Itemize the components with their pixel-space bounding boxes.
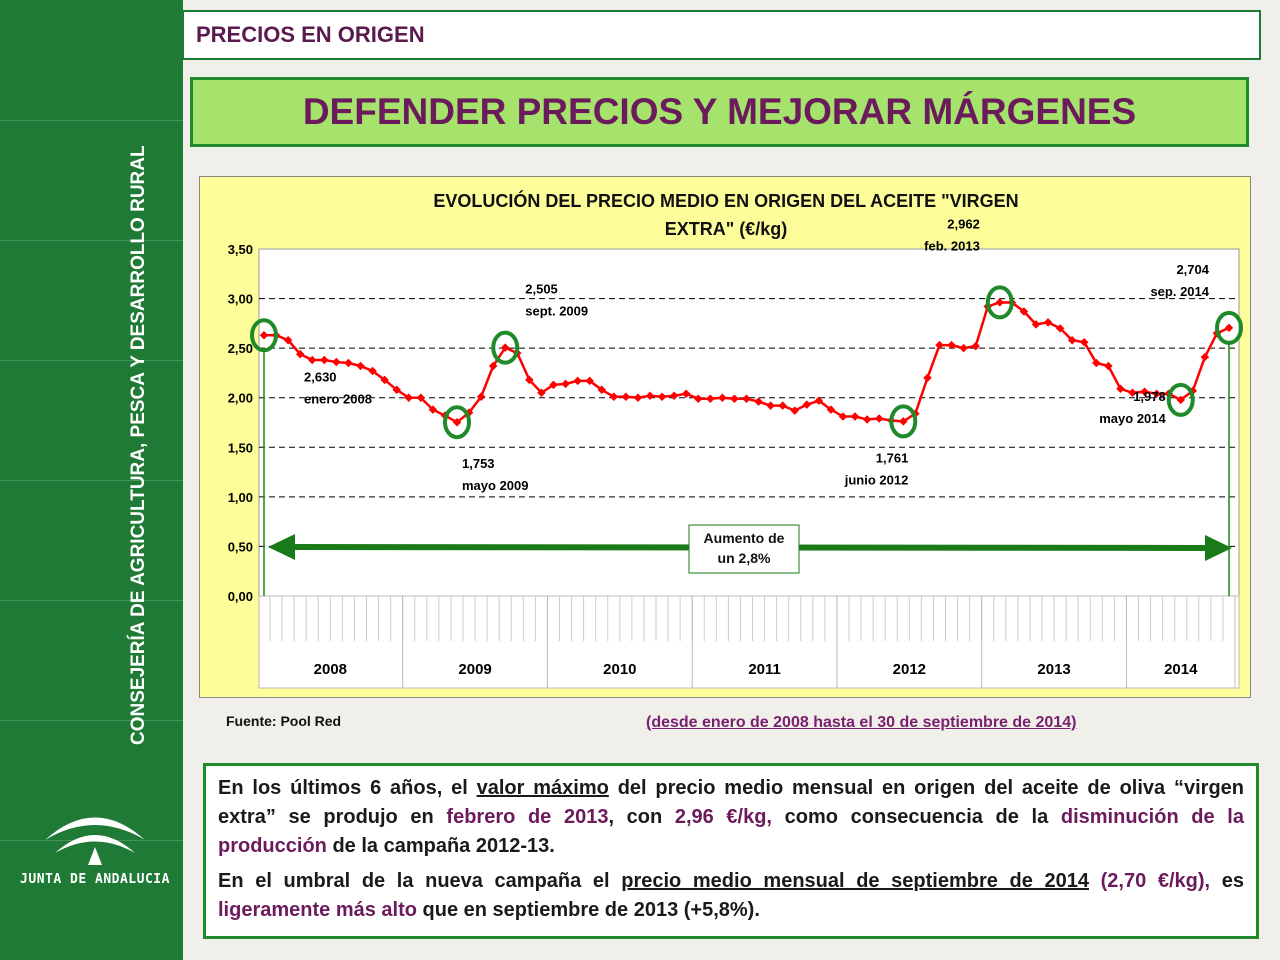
- annotation-value: 1,753: [462, 456, 495, 471]
- junta-logo-icon: [45, 817, 145, 865]
- data-point: [283, 335, 293, 345]
- data-point: [694, 394, 703, 403]
- data-point: [416, 393, 426, 402]
- y-tick-label: 1,00: [228, 490, 253, 505]
- y-tick-label: 0,50: [228, 539, 253, 554]
- data-point: [356, 361, 365, 371]
- summary-paragraph-1: En los últimos 6 años, el valor máximo d…: [218, 777, 1244, 857]
- x-tick-label: 2011: [748, 661, 781, 678]
- x-tick-label: 2008: [314, 661, 347, 678]
- data-point: [476, 392, 486, 401]
- annotation-label: feb. 2013: [924, 238, 980, 253]
- data-point: [681, 389, 691, 398]
- arrow-label-line-1: Aumento de: [704, 530, 785, 546]
- data-point: [295, 349, 305, 359]
- data-point: [1140, 387, 1149, 397]
- annotation-value: 2,505: [525, 282, 558, 297]
- data-point: [561, 379, 570, 389]
- data-point: [320, 355, 329, 365]
- sidebar: CONSEJERÍA DE AGRICULTURA, PESCA Y DESAR…: [0, 0, 183, 960]
- junta-logo: JUNTA DE ANDALUCIA: [20, 805, 170, 887]
- annotation-value: 2,962: [947, 216, 980, 231]
- data-point: [778, 401, 787, 410]
- data-point: [1128, 388, 1137, 397]
- x-tick-label: 2013: [1037, 661, 1070, 678]
- annotation-value: 2,630: [304, 369, 337, 384]
- data-point: [488, 361, 498, 371]
- highlight-circle: [443, 405, 471, 440]
- annotation-value: 1,761: [876, 450, 909, 465]
- data-point: [923, 373, 932, 383]
- x-tick-label: 2014: [1164, 661, 1198, 678]
- data-point: [344, 358, 353, 368]
- source-note: Fuente: Pool Red: [226, 713, 342, 729]
- highlight-circle: [889, 404, 918, 439]
- highlight-circle: [250, 318, 278, 353]
- annotation-label: junio 2012: [844, 472, 909, 487]
- logo-text: JUNTA DE ANDALUCIA: [20, 872, 170, 887]
- data-point: [814, 396, 824, 405]
- page-title: DEFENDER PRECIOS Y MEJORAR MÁRGENES: [190, 77, 1249, 147]
- data-point: [742, 394, 751, 403]
- annotation-label: mayo 2009: [462, 478, 529, 493]
- data-point: [501, 343, 510, 352]
- department-name: CONSEJERÍA DE AGRICULTURA, PESCA Y DESAR…: [128, 145, 149, 745]
- arrow-label-line-2: un 2,8%: [718, 550, 771, 566]
- data-point: [1031, 320, 1041, 329]
- annotation-label: enero 2008: [304, 391, 372, 406]
- y-tick-label: 0,00: [228, 589, 253, 604]
- annotation-label: sep. 2014: [1150, 284, 1209, 299]
- section-header: PRECIOS EN ORIGEN: [182, 10, 1261, 60]
- data-point: [971, 341, 980, 351]
- chart-svg: EVOLUCIÓN DEL PRECIO MEDIO EN ORIGEN DEL…: [228, 190, 1243, 689]
- y-tick-label: 2,00: [228, 391, 253, 406]
- annotation-label: mayo 2014: [1099, 411, 1166, 426]
- annotation-value: 2,704: [1176, 262, 1209, 277]
- data-point: [706, 394, 715, 403]
- y-tick-label: 3,50: [228, 242, 253, 257]
- data-point: [308, 355, 317, 365]
- increase-arrow: Aumento de un 2,8%: [268, 524, 1232, 574]
- data-point: [730, 394, 739, 403]
- data-point: [1152, 389, 1161, 398]
- date-range-note: (desde enero de 2008 hasta el 30 de sept…: [646, 714, 1077, 731]
- data-point: [838, 412, 848, 421]
- data-point: [368, 366, 377, 376]
- data-point: [959, 343, 968, 353]
- highlight-circle: [1166, 382, 1195, 417]
- y-tick-label: 1,50: [228, 440, 253, 455]
- data-point: [537, 388, 546, 397]
- x-tick-label: 2010: [603, 661, 636, 678]
- highlight-circle: [491, 330, 520, 365]
- x-tick-label: 2009: [458, 661, 491, 678]
- y-tick-label: 3,00: [228, 292, 253, 307]
- summary-paragraph-2: En el umbral de la nueva campaña el prec…: [218, 870, 1244, 921]
- annotation-label: sept. 2009: [525, 304, 588, 319]
- data-point: [428, 405, 438, 414]
- highlight-circle: [985, 285, 1014, 320]
- annotation-value: 1,978: [1133, 389, 1166, 404]
- data-point: [404, 393, 413, 402]
- data-point: [754, 397, 763, 406]
- data-point: [380, 375, 389, 385]
- data-point: [452, 417, 462, 427]
- category-axis-area: [258, 595, 1240, 689]
- data-point: [549, 380, 558, 390]
- x-tick-label: 2012: [893, 661, 926, 678]
- data-point: [1067, 335, 1077, 345]
- data-point: [899, 417, 908, 426]
- y-tick-label: 2,50: [228, 341, 253, 356]
- data-point: [850, 412, 860, 421]
- data-point: [1092, 358, 1101, 368]
- data-point: [259, 331, 269, 340]
- chart-title-line-2: EXTRA" (€/kg): [665, 219, 788, 239]
- data-point: [332, 357, 341, 367]
- data-point: [766, 401, 775, 410]
- data-point: [392, 385, 401, 395]
- price-chart: EVOLUCIÓN DEL PRECIO MEDIO EN ORIGEN DEL…: [199, 176, 1251, 698]
- summary-box: En los últimos 6 años, el valor máximo d…: [203, 763, 1259, 939]
- chart-title-line-1: EVOLUCIÓN DEL PRECIO MEDIO EN ORIGEN DEL…: [433, 190, 1018, 211]
